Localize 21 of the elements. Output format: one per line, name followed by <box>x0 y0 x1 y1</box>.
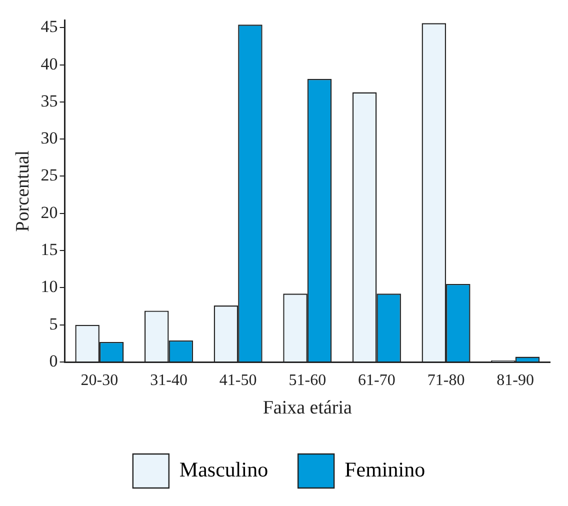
y-tick-label: 40 <box>40 54 58 74</box>
y-tick-label: 10 <box>40 277 58 296</box>
y-axis-title: Porcentual <box>12 150 34 232</box>
y-tick-label: 0 <box>49 351 58 370</box>
y-tick-label: 15 <box>40 240 58 260</box>
y-tick-label: 35 <box>40 91 58 110</box>
y-tick-label: 5 <box>49 314 58 334</box>
x-axis-title: Faixa etária <box>262 398 353 419</box>
y-tick-label: 25 <box>40 166 58 185</box>
x-tick-label: 51-60 <box>288 372 326 389</box>
x-tick-label: 71-80 <box>427 372 465 389</box>
x-tick-label: 20-30 <box>80 372 118 389</box>
legend-label: Feminino <box>344 458 426 482</box>
y-tick-label: 45 <box>40 17 58 36</box>
x-tick-label: 61-70 <box>358 372 396 389</box>
x-tick-label: 81-90 <box>496 372 534 389</box>
x-tick-label: 41-50 <box>219 372 257 389</box>
legend-label: Masculino <box>179 458 268 482</box>
y-tick-label: 20 <box>40 202 58 222</box>
x-tick-label: 31-40 <box>150 372 188 389</box>
y-tick-label: 30 <box>40 128 58 148</box>
